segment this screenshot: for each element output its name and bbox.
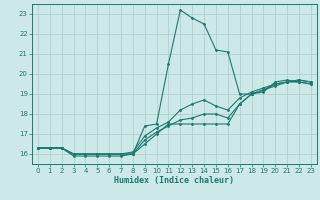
X-axis label: Humidex (Indice chaleur): Humidex (Indice chaleur) <box>115 176 234 185</box>
